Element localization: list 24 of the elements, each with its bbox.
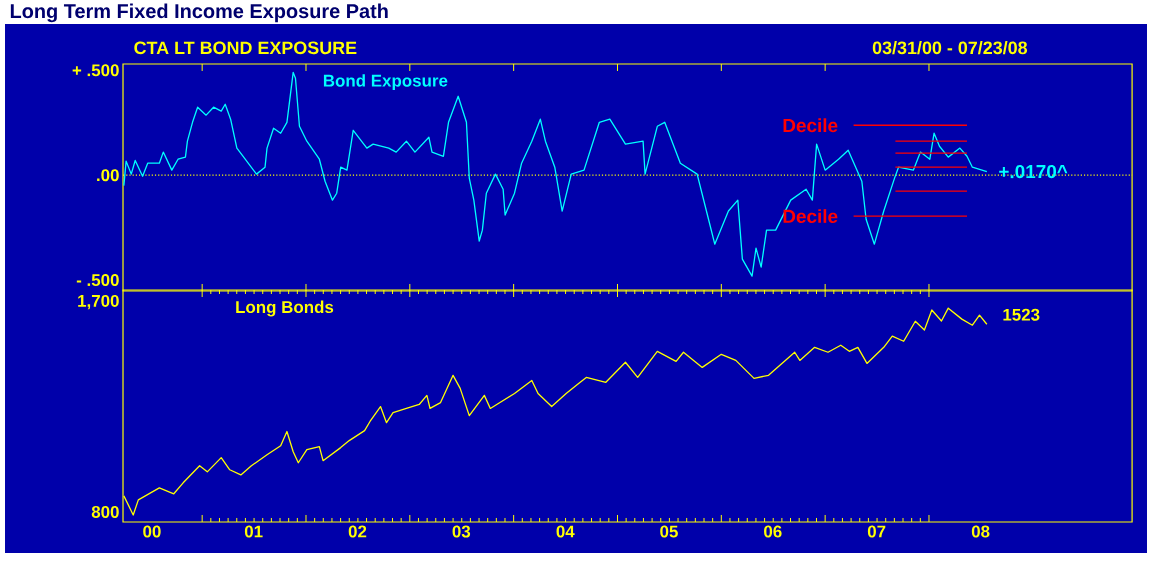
- x-tick-label: 02: [348, 525, 367, 538]
- series-label: Bond Exposure: [323, 74, 448, 91]
- y-tick-label: 800: [91, 505, 119, 518]
- x-tick-label: 01: [244, 525, 263, 538]
- text: 03/31/00 - 07/23/08: [872, 40, 1028, 55]
- chart-subtitle: CTA LT BOND EXPOSURE: [134, 41, 357, 55]
- annotation: +.0170^: [999, 164, 1068, 179]
- x-tick-label: 08: [971, 525, 990, 538]
- x-tick-label: 00: [143, 525, 161, 538]
- annotation: Decile: [783, 118, 838, 133]
- y-tick-label: - .500: [76, 274, 119, 287]
- annotation: Decile: [783, 209, 838, 224]
- x-tick-label: 05: [660, 525, 678, 538]
- legend-label: Long Bonds: [236, 300, 334, 317]
- chart-title: Long Term Fixed Income Exposure Path: [10, 3, 388, 23]
- y-tick-label: + .500: [72, 64, 119, 77]
- y-tick-label: .00: [97, 169, 119, 182]
- x-tick-label: 04: [556, 525, 575, 538]
- line-series: [123, 71, 988, 277]
- x-tick-label: 03: [452, 525, 471, 538]
- y-tick-label: 1,700: [78, 294, 119, 310]
- x-tick-label: 06: [764, 525, 782, 538]
- annotation: 1523: [1003, 308, 1040, 321]
- x-tick-label: 07: [867, 525, 886, 538]
